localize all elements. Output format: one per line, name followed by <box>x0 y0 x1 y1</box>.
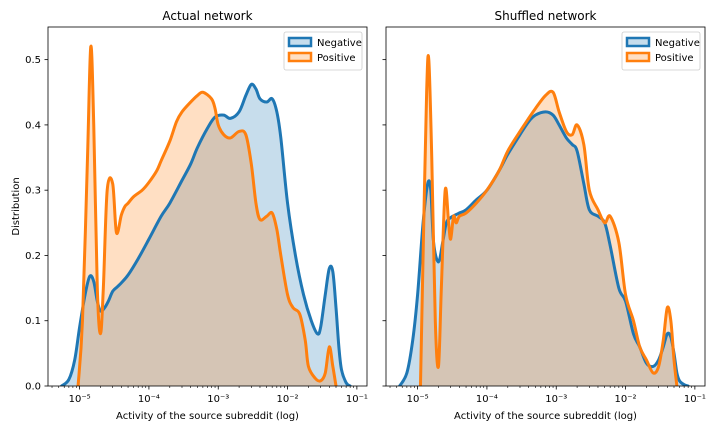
series-layer-actual <box>60 44 352 386</box>
x-tick-label: 10⁻³ <box>207 394 229 405</box>
chart-title-actual: Actual network <box>162 9 252 23</box>
x-ticks-actual: 10⁻⁵ 10⁻⁴ 10⁻³ 10⁻² 10⁻¹ <box>51 386 368 405</box>
y-tick-label: 0.4 <box>25 120 41 131</box>
legend-label-negative: Negative <box>317 38 362 49</box>
series-line-positive-actual <box>76 44 338 386</box>
y-ticks-shuffled <box>382 59 386 387</box>
panel-shuffled-network: Shuffled network 10⁻⁵ 10⁻⁴ 10⁻³ 10⁻² 10⁻¹ Ac… <box>382 9 706 422</box>
legend-swatch-negative <box>625 36 651 48</box>
x-tick-label: 10⁻⁴ <box>138 394 160 405</box>
y-axis-label: Distribution <box>11 177 22 235</box>
x-tick-label: 10⁻⁵ <box>407 394 429 405</box>
legend-label-positive: Positive <box>655 53 694 64</box>
legend-actual: Negative Positive <box>283 31 363 71</box>
legend-label-negative: Negative <box>655 38 700 49</box>
x-tick-label: 10⁻¹ <box>346 394 368 405</box>
x-tick-label: 10⁻⁵ <box>69 394 91 405</box>
y-tick-label: 0.1 <box>25 316 41 327</box>
legend-shuffled: Negative Positive <box>621 31 701 71</box>
series-layer-shuffled <box>398 54 690 386</box>
area-fill-positive-shuffled <box>420 55 677 386</box>
series-line-positive-shuffled <box>418 54 679 386</box>
x-ticks-shuffled: 10⁻⁵ 10⁻⁴ 10⁻³ 10⁻² 10⁻¹ <box>389 386 706 405</box>
x-tick-label: 10⁻³ <box>545 394 567 405</box>
panel-actual-network: Actual network 10⁻⁵ 10⁻⁴ 10⁻³ 10⁻² 10⁻¹ 0.00… <box>25 9 368 422</box>
y-tick-label: 0.3 <box>25 186 41 197</box>
y-tick-label: 0.0 <box>25 382 41 393</box>
y-ticks-actual: 0.0 0.1 0.2 0.3 0.4 0.5 <box>25 55 48 393</box>
legend-swatch-positive <box>287 51 313 63</box>
x-axis-label-shuffled: Activity of the source subreddit (log) <box>454 411 637 422</box>
x-tick-label: 10⁻² <box>615 394 637 405</box>
area-fill-negative-actual <box>61 84 351 386</box>
x-tick-label: 10⁻² <box>277 394 299 405</box>
x-tick-label: 10⁻¹ <box>684 394 706 405</box>
legend-swatch-positive <box>625 51 651 63</box>
y-tick-label: 0.5 <box>25 55 41 66</box>
legend-swatch-negative <box>287 36 313 48</box>
chart-title-shuffled: Shuffled network <box>495 9 597 23</box>
x-tick-label: 10⁻⁴ <box>476 394 498 405</box>
area-fill-positive-actual <box>78 46 336 386</box>
y-tick-label: 0.2 <box>25 251 41 262</box>
legend-label-positive: Positive <box>317 53 356 64</box>
x-axis-label-actual: Activity of the source subreddit (log) <box>116 411 299 422</box>
series-line-negative-actual <box>60 82 352 386</box>
area-fill-negative-shuffled <box>399 111 689 386</box>
